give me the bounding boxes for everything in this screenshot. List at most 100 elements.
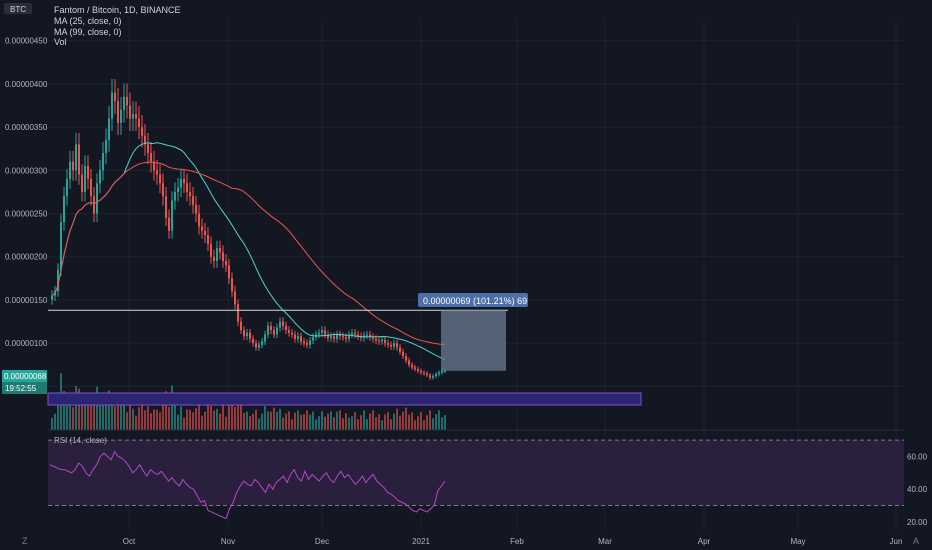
candle-body	[255, 343, 257, 348]
volume-bar	[420, 412, 422, 430]
candle-body	[183, 178, 185, 184]
volume-bar	[429, 410, 431, 430]
candle-body	[435, 374, 437, 376]
candle-body	[237, 304, 239, 322]
candle-body	[72, 161, 74, 171]
volume-bar	[216, 408, 218, 430]
chart-header: BTC Fantom / Bitcoin, 1D, BINANCE MA (25…	[4, 3, 181, 47]
volume-bar	[423, 420, 425, 430]
candle-body	[345, 337, 347, 339]
price-range-measure-box[interactable]	[441, 310, 506, 371]
volume-bar	[54, 413, 56, 430]
volume-bar	[246, 411, 248, 430]
indicator-vol-label[interactable]: Vol	[54, 37, 67, 47]
candle-body	[249, 332, 251, 339]
volume-bar	[210, 405, 212, 430]
volume-bar	[405, 407, 407, 430]
candle-body	[90, 178, 92, 197]
candle-body	[240, 321, 242, 331]
volume-bar	[90, 396, 92, 430]
highlight-rectangle[interactable]	[47, 392, 642, 406]
candle-body	[318, 332, 320, 335]
volume-bar	[168, 406, 170, 430]
candle-body	[288, 330, 290, 333]
volume-bar	[387, 412, 389, 430]
volume-bar	[123, 400, 125, 430]
volume-bar	[426, 415, 428, 430]
volume-bar	[348, 417, 350, 430]
candle-body	[171, 200, 173, 231]
candle-body	[159, 174, 161, 184]
candle-body	[96, 183, 98, 214]
candle-body	[186, 183, 188, 192]
volume-bar	[147, 406, 149, 430]
volume-bar	[228, 403, 230, 430]
candle-body	[375, 338, 377, 341]
candle-body	[213, 256, 215, 262]
time-axis[interactable]: Oct Nov Dec 2021 Feb Mar Apr May Jun	[123, 537, 903, 546]
volume-bar	[174, 403, 176, 430]
volume-bar	[102, 402, 104, 430]
volume-bar	[390, 419, 392, 430]
volume-bar	[243, 412, 245, 430]
candle-body	[51, 295, 53, 300]
volume-bar	[342, 418, 344, 430]
price-axis[interactable]: 0.00000450 0.00000400 0.00000350 0.00000300…	[5, 37, 48, 392]
volume-bar	[273, 407, 275, 430]
volume-bar	[384, 414, 386, 430]
candle-body	[333, 336, 335, 339]
rsi-tick-label: 20.00	[907, 518, 928, 527]
volume-bar	[252, 413, 254, 430]
time-tick-label: Jun	[890, 537, 903, 546]
volume-bar	[66, 395, 68, 430]
candle-body	[84, 165, 86, 192]
candle-body	[267, 325, 269, 335]
rsi-tick-label: 40.00	[907, 485, 928, 494]
price-tick-label: 0.00000350	[5, 123, 48, 132]
price-tick-label: 0.00000200	[5, 253, 48, 262]
volume-bar	[360, 415, 362, 430]
volume-bar	[177, 414, 179, 430]
volume-bar	[288, 411, 290, 430]
volume-bar	[159, 412, 161, 430]
volume-bar	[357, 419, 359, 430]
candle-body	[276, 327, 278, 335]
ma99-line	[51, 161, 446, 346]
indicator-ma25-label[interactable]: MA (25, close, 0)	[54, 16, 122, 26]
volume-bar	[393, 413, 395, 430]
time-tick-label: Apr	[698, 537, 711, 546]
volume-bar	[81, 397, 83, 430]
candle-body	[417, 369, 419, 371]
volume-bar	[414, 420, 416, 430]
volume-bar	[444, 415, 446, 430]
measure-label-badge: 0.00000069 (101.21%) 69	[418, 293, 528, 307]
auto-scale-icon[interactable]: A	[913, 536, 919, 546]
last-price: 0.00000068	[4, 372, 47, 381]
volume-bar	[234, 406, 236, 430]
candle-body	[78, 144, 80, 175]
candle-body	[63, 196, 65, 223]
time-tick-label: 2021	[412, 537, 430, 546]
volume-bar	[183, 417, 185, 430]
volume-bar	[153, 409, 155, 430]
volume-bar	[399, 415, 401, 430]
timezone-icon[interactable]: Z	[22, 536, 28, 546]
time-tick-label: Feb	[510, 537, 524, 546]
indicator-ma99-label[interactable]: MA (99, close, 0)	[54, 27, 122, 37]
volume-bar	[249, 415, 251, 430]
volume-bar	[78, 388, 80, 430]
candle-body	[309, 340, 311, 345]
candle-body	[321, 330, 323, 333]
volume-bar	[411, 412, 413, 430]
candle-body	[426, 373, 428, 376]
candle-body	[351, 332, 353, 335]
candle-body	[438, 372, 440, 375]
volume-bar	[108, 390, 110, 430]
candle-body	[60, 222, 62, 270]
volume-bar	[309, 414, 311, 430]
volume-bar	[282, 417, 284, 430]
volume-bar	[372, 410, 374, 430]
candle-body	[81, 174, 83, 192]
symbol-badge[interactable]	[4, 3, 32, 14]
